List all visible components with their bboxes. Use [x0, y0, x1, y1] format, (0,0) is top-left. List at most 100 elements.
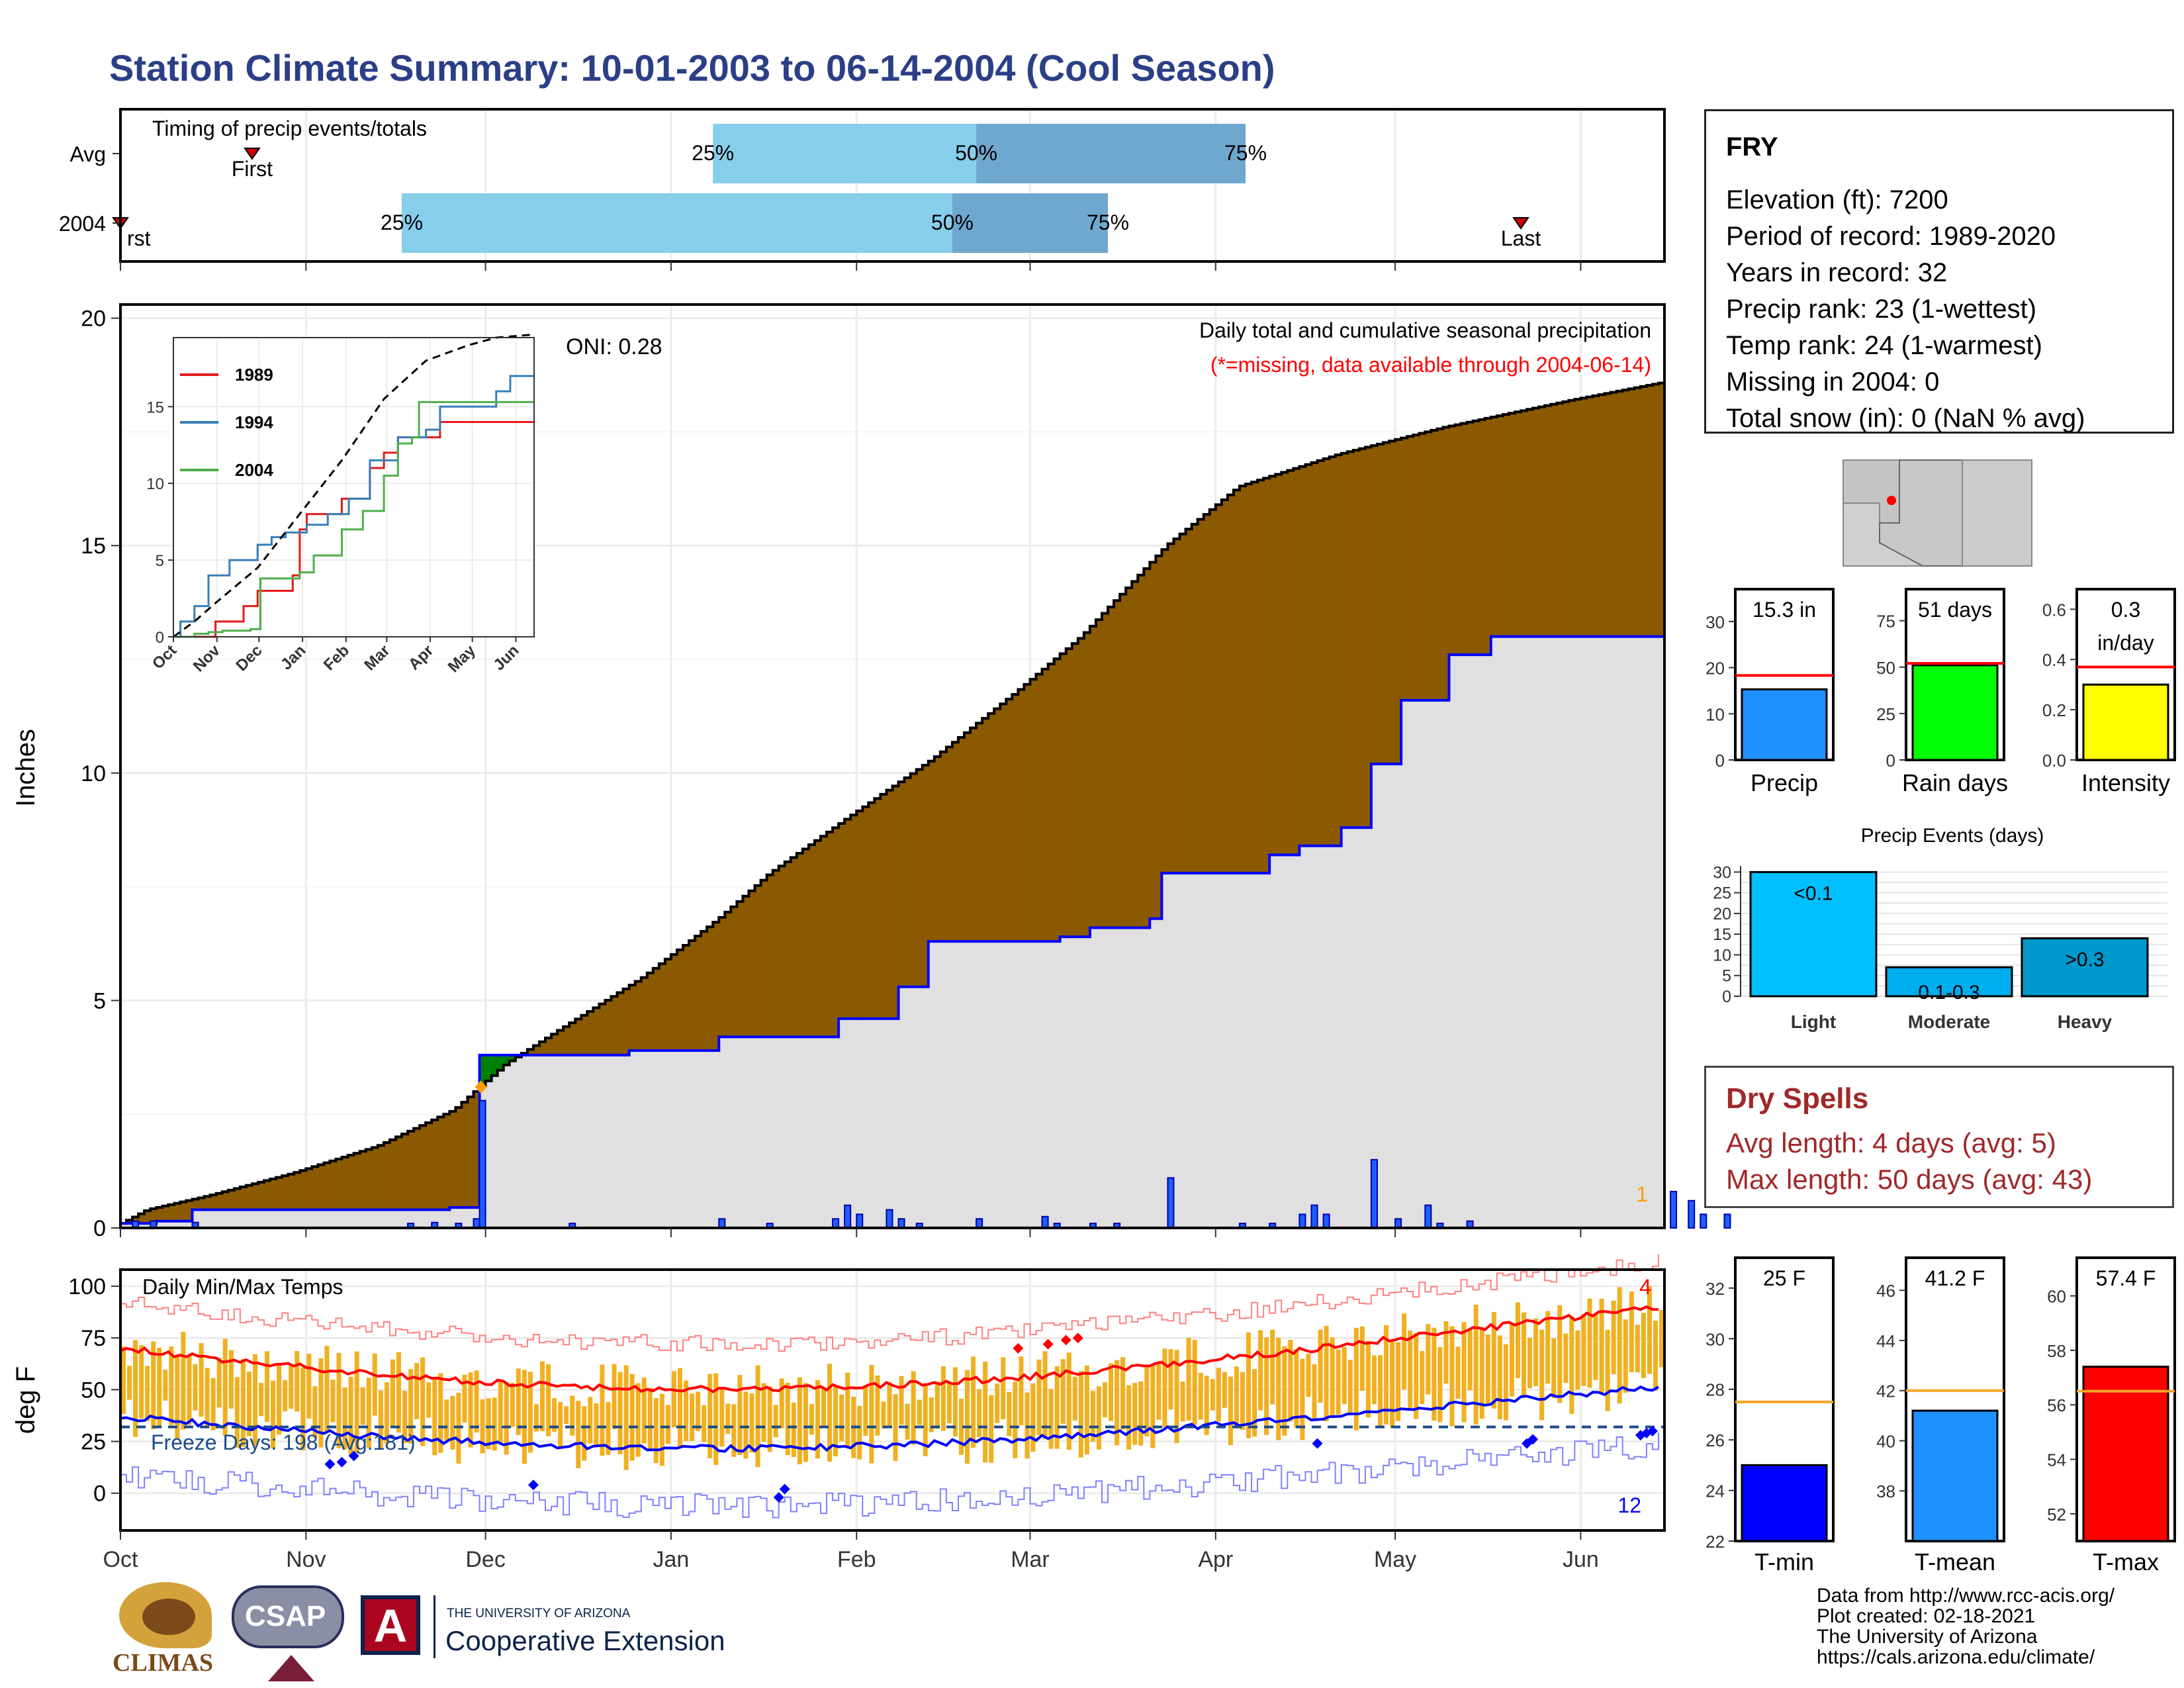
temp-daily-bar [1449, 1326, 1455, 1427]
precip-deficit-band [1246, 484, 1252, 873]
temp-summary-y-tick-label: 40 [1876, 1431, 1895, 1451]
temp-daily-bar [965, 1370, 970, 1464]
timing-label-75: 75% [1087, 211, 1129, 234]
temp-daily-bar [893, 1394, 898, 1462]
events-y-tick-label: 30 [1713, 863, 1731, 882]
temp-daily-bar [1007, 1391, 1012, 1436]
temp-daily-bar [1605, 1330, 1610, 1411]
events-bar [1749, 870, 1878, 998]
month-tick-label: Dec [465, 1547, 505, 1572]
climas-emblem-inner [142, 1599, 195, 1635]
temp-record-low-marker [1312, 1438, 1323, 1449]
temp-daily-bar [899, 1376, 904, 1425]
precip-daily-bar [1424, 1204, 1432, 1229]
precip-deficit-band [922, 765, 929, 987]
temp-record-low-marker [1527, 1434, 1539, 1445]
temp-record-high-marker [1013, 1342, 1024, 1354]
temp-daily-bar [617, 1372, 623, 1455]
temp-daily-bar [277, 1365, 282, 1435]
temp-daily-bar [1402, 1313, 1407, 1390]
temp-daily-bar [1192, 1340, 1197, 1425]
temp-panel-border [119, 1268, 1666, 1532]
temp-daily-bar [1204, 1376, 1209, 1435]
temp-daily-bar [1234, 1366, 1239, 1428]
temp-daily-bar [1036, 1359, 1042, 1436]
precip-deficit-band [970, 727, 977, 942]
temp-daily-bar [576, 1401, 581, 1469]
precip-deficit-band [1215, 504, 1222, 873]
month-tick-label: Nov [286, 1547, 326, 1572]
precip-deficit-band [168, 1204, 175, 1221]
temp-daily-bar [1629, 1291, 1634, 1372]
precip-deficit-band [1461, 423, 1468, 655]
precip-deficit-band [1132, 581, 1138, 928]
temp-daily-bar [390, 1359, 395, 1428]
temp-daily-bar [743, 1391, 749, 1459]
mini-chart-y-tick-label: 0.6 [2042, 600, 2066, 620]
precip-deficit-band [898, 782, 905, 987]
page-title: Station Climate Summary: 10-01-2003 to 0… [109, 47, 1275, 89]
precip-deficit-band [988, 713, 995, 942]
precip-deficit-band [210, 1195, 217, 1210]
precip-deficit-band [545, 1037, 552, 1055]
precip-deficit-band [569, 1023, 576, 1055]
precip-deficit-band [1299, 466, 1306, 846]
temp-daily-bar [1515, 1302, 1520, 1378]
ua-university-name: THE UNIVERSITY OF ARIZONA [447, 1607, 631, 1620]
precip-deficit-band [635, 981, 642, 1051]
precip-deficit-band [844, 819, 851, 1019]
precip-deficit-band [240, 1187, 247, 1210]
precip-deficit-band [1311, 462, 1318, 846]
precip-deficit-band [1539, 406, 1545, 637]
temp-daily-bar [1312, 1364, 1317, 1420]
temp-daily-bar [1623, 1319, 1628, 1393]
temp-daily-bar [696, 1391, 701, 1432]
precip-deficit-band [1101, 613, 1109, 928]
precip-deficit-band [246, 1185, 253, 1210]
ua-logo: A THE UNIVERSITY OF ARIZONA Cooperative … [357, 1592, 754, 1665]
precip-deficit-band [539, 1041, 546, 1055]
temp-daily-bar [1575, 1330, 1580, 1390]
map-state-nm [1962, 459, 2032, 567]
temp-daily-bar [1359, 1326, 1365, 1391]
precip-annotation-title: Daily total and cumulative seasonal prec… [1199, 318, 1651, 342]
precip-deficit-band [557, 1030, 564, 1055]
precip-deficit-band [976, 723, 983, 942]
inset-series-1994 [173, 375, 534, 638]
dry-spells-panel: Dry Spells Avg length: 4 days (avg: 5) M… [1704, 1066, 2174, 1208]
precip-deficit-band [156, 1207, 163, 1221]
precip-deficit-band [1610, 392, 1617, 637]
precip-deficit-band [276, 1177, 283, 1210]
temp-daily-bar [1246, 1332, 1251, 1438]
precip-deficit-band [371, 1147, 379, 1210]
temp-summary-y-tick-label: 58 [2047, 1341, 2066, 1361]
precip-deficit-band [150, 1209, 157, 1224]
precip-deficit-band [850, 815, 857, 1019]
inset-legend-label: 2004 [235, 460, 273, 480]
temp-daily-bar [1318, 1329, 1323, 1403]
precip-deficit-band [1551, 404, 1557, 637]
precip-deficit-band [330, 1160, 337, 1210]
precip-deficit-band [802, 849, 809, 1037]
precip-deficit-band [952, 742, 959, 942]
temp-daily-bar [1533, 1318, 1539, 1387]
credit-url: https://cals.arizona.edu/climate/ [1817, 1646, 2095, 1668]
temp-daily-bar [1336, 1349, 1341, 1415]
temp-daily-bar [510, 1382, 515, 1427]
precip-deficit-band [270, 1178, 277, 1210]
precip-deficit-band [1389, 441, 1396, 765]
temp-daily-bar [169, 1346, 174, 1425]
temp-daily-bar [934, 1382, 940, 1429]
temp-daily-bar [522, 1370, 527, 1464]
precip-deficit-band [641, 977, 648, 1051]
precip-deficit-band [1365, 447, 1372, 828]
temp-daily-bar [1443, 1321, 1449, 1384]
temp-daily-bar [289, 1365, 294, 1409]
precip-surplus-band [497, 1055, 504, 1070]
temp-daily-bar [408, 1369, 414, 1444]
precip-deficit-band [766, 874, 774, 1037]
temp-daily-bar [1078, 1371, 1083, 1458]
precip-deficit-band [1413, 434, 1420, 700]
precip-deficit-band [222, 1192, 229, 1210]
temp-summary-bar [2082, 1366, 2169, 1542]
